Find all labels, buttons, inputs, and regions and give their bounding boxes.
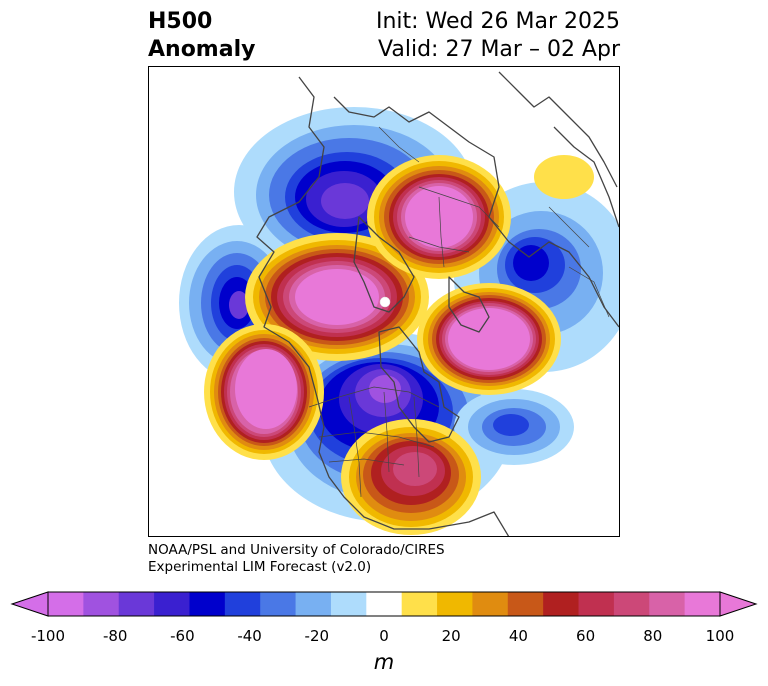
colorbar-outline <box>47 591 721 617</box>
colorbar-unit: m <box>373 650 395 674</box>
colorbar-cell <box>83 592 120 616</box>
colorbar-extend-low <box>10 591 49 617</box>
credit-line-1: NOAA/PSL and University of Colorado/CIRE… <box>148 542 445 558</box>
colorbar-tick-label: -100 <box>30 627 66 645</box>
positive-anomaly-southeast-us <box>341 419 481 535</box>
credit-text: NOAA/PSL and University of Colorado/CIRE… <box>148 542 445 576</box>
north-pole-marker <box>379 296 391 308</box>
valid-range: Valid: 27 Mar – 02 Apr <box>378 37 620 62</box>
coastlines <box>256 71 619 536</box>
colorbar-tick-label: 0 <box>379 627 389 645</box>
colorbar-cell <box>684 592 721 616</box>
field-title: H500 Anomaly <box>148 8 255 64</box>
colorbar-tick-label: -40 <box>237 627 262 645</box>
colorbar-cell <box>649 592 686 616</box>
positive-anomaly-western-europe <box>534 155 594 199</box>
field-title-line1: H500 <box>148 9 213 34</box>
colorbar-cell <box>224 592 261 616</box>
positive-anomaly-north-pacific <box>204 324 324 460</box>
colorbar-cell <box>437 592 473 616</box>
colorbar-cell <box>613 592 650 616</box>
political-boundaries <box>308 126 610 498</box>
colorbar-tick-label: 100 <box>705 627 735 645</box>
colorbar <box>10 591 758 617</box>
colorbar-tick-label: 40 <box>508 627 528 645</box>
colorbar-cell <box>260 592 297 616</box>
colorbar-cell <box>330 592 367 616</box>
anomaly-map <box>148 66 620 537</box>
colorbar-tick-label: -20 <box>304 627 330 645</box>
colorbar-cells <box>48 592 721 616</box>
colorbar-cell <box>543 592 580 616</box>
forecast-dates: Init: Wed 26 Mar 2025 Valid: 27 Mar – 02… <box>376 8 620 64</box>
colorbar-tick-label: 20 <box>441 627 461 645</box>
colorbar-tick-label: 80 <box>643 627 663 645</box>
colorbar-cell <box>366 592 403 616</box>
colorbar-cell <box>507 592 544 616</box>
field-title-line2: Anomaly <box>148 37 256 62</box>
colorbar-tick-label: 60 <box>576 627 596 645</box>
colorbar-cell <box>472 592 509 616</box>
colorbar-tick-label: -60 <box>170 627 195 645</box>
positive-anomaly-central-arctic <box>245 233 429 361</box>
anomaly-map-svg <box>179 71 619 536</box>
colorbar-cell <box>578 592 615 616</box>
colorbar-cell <box>48 592 84 616</box>
colorbar-cell <box>189 592 226 616</box>
negative-anomaly-pacific <box>454 389 574 465</box>
colorbar-cell <box>154 592 190 616</box>
colorbar-tick-label: -80 <box>102 627 128 645</box>
colorbar-cell <box>401 592 438 616</box>
init-date: Init: Wed 26 Mar 2025 <box>375 9 620 34</box>
positive-anomaly-siberia <box>367 155 511 279</box>
credit-line-2: Experimental LIM Forecast (v2.0) <box>148 559 372 575</box>
positive-anomaly-north-atlantic <box>417 283 561 395</box>
colorbar-extend-high <box>719 591 758 617</box>
colorbar-cell <box>118 592 155 616</box>
colorbar-cell <box>295 592 332 616</box>
